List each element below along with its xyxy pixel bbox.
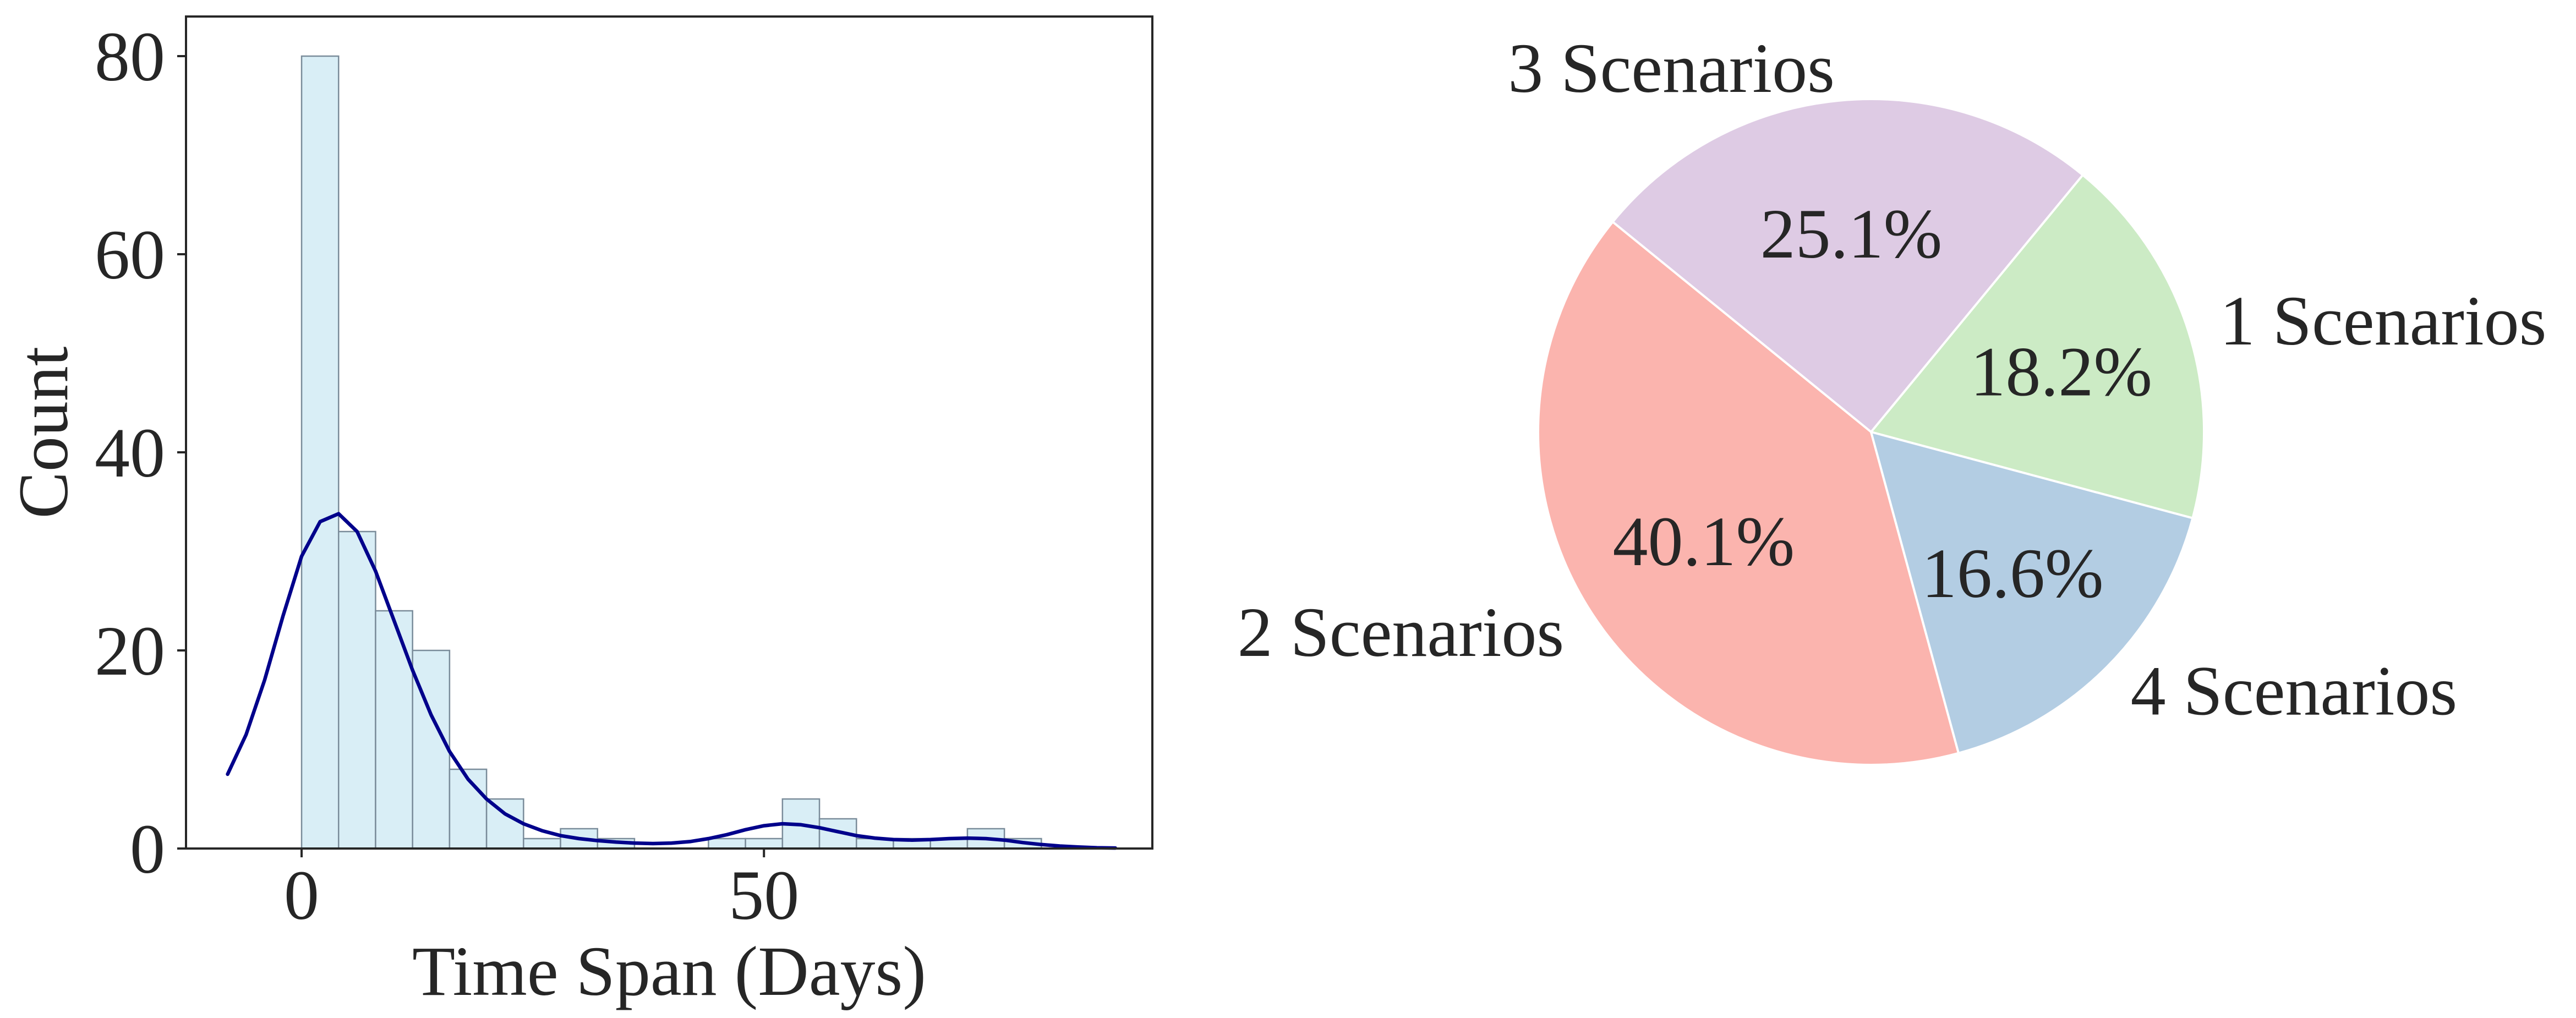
histogram-bar bbox=[300, 55, 340, 850]
pie-category-label: 2 Scenarios bbox=[1238, 593, 1565, 671]
pie-percent-labels: 18.2% 25.1% 40.1% 16.6% bbox=[1612, 195, 2152, 612]
kde-curve bbox=[226, 512, 1118, 850]
histogram-bar bbox=[523, 838, 561, 850]
pie-category-label: 3 Scenarios bbox=[1508, 29, 1835, 107]
pie-slices bbox=[1537, 98, 2206, 766]
x-tick-label: 0 bbox=[284, 856, 319, 934]
pie-category-label: 1 Scenarios bbox=[2220, 282, 2547, 360]
pie-panel: 18.2% 25.1% 40.1% 16.6% 1 Scenarios 3 Scenar… bbox=[1238, 29, 2547, 766]
histogram-bar bbox=[485, 798, 524, 850]
x-axis-label: Time Span (Days) bbox=[412, 932, 926, 1010]
x-tick-label: 50 bbox=[729, 856, 799, 934]
pie-percent-label: 25.1% bbox=[1760, 195, 1943, 273]
histogram-panel: 0 50 0 20 40 60 80 Time Span (Days) Count bbox=[4, 15, 1153, 1010]
y-tick-label: 40 bbox=[95, 414, 165, 492]
histogram-y-ticks: 0 20 40 60 80 bbox=[95, 18, 186, 888]
histogram-x-ticks: 0 50 bbox=[284, 849, 799, 934]
y-tick-label: 80 bbox=[95, 18, 165, 96]
pie-slice bbox=[1611, 98, 2084, 433]
histogram-bar bbox=[708, 838, 746, 850]
histogram-axes-frame bbox=[185, 15, 1153, 850]
histogram-bar bbox=[375, 610, 413, 850]
histogram-bar bbox=[338, 530, 376, 850]
pie-percent-label: 40.1% bbox=[1612, 502, 1795, 581]
y-axis-label: Count bbox=[4, 347, 83, 519]
pie-percent-label: 18.2% bbox=[1970, 332, 2152, 411]
y-tick-label: 0 bbox=[130, 810, 165, 888]
histogram-bar bbox=[449, 768, 488, 850]
pie-percent-label: 16.6% bbox=[1922, 534, 2104, 612]
histogram-bars bbox=[300, 55, 1042, 850]
histogram-bar bbox=[745, 838, 784, 850]
pie-slice bbox=[1870, 174, 2206, 519]
y-tick-label: 60 bbox=[95, 216, 165, 294]
pie-category-labels: 1 Scenarios 3 Scenarios 2 Scenarios 4 Scena… bbox=[1238, 29, 2547, 730]
pie-category-label: 4 Scenarios bbox=[2131, 652, 2458, 730]
pie-slice bbox=[1537, 221, 1960, 766]
pie-slice bbox=[1870, 431, 2194, 754]
y-tick-label: 20 bbox=[95, 612, 165, 690]
